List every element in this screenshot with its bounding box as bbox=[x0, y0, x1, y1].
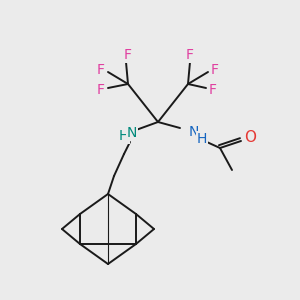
Text: F: F bbox=[211, 63, 219, 77]
Text: O: O bbox=[244, 130, 256, 146]
Text: F: F bbox=[124, 48, 132, 62]
Text: F: F bbox=[186, 48, 194, 62]
Text: N: N bbox=[189, 125, 199, 139]
Text: H: H bbox=[197, 132, 207, 146]
Text: F: F bbox=[97, 63, 105, 77]
Text: H: H bbox=[119, 129, 129, 143]
Text: F: F bbox=[209, 83, 217, 97]
Text: N: N bbox=[127, 126, 137, 140]
Text: F: F bbox=[97, 83, 105, 97]
